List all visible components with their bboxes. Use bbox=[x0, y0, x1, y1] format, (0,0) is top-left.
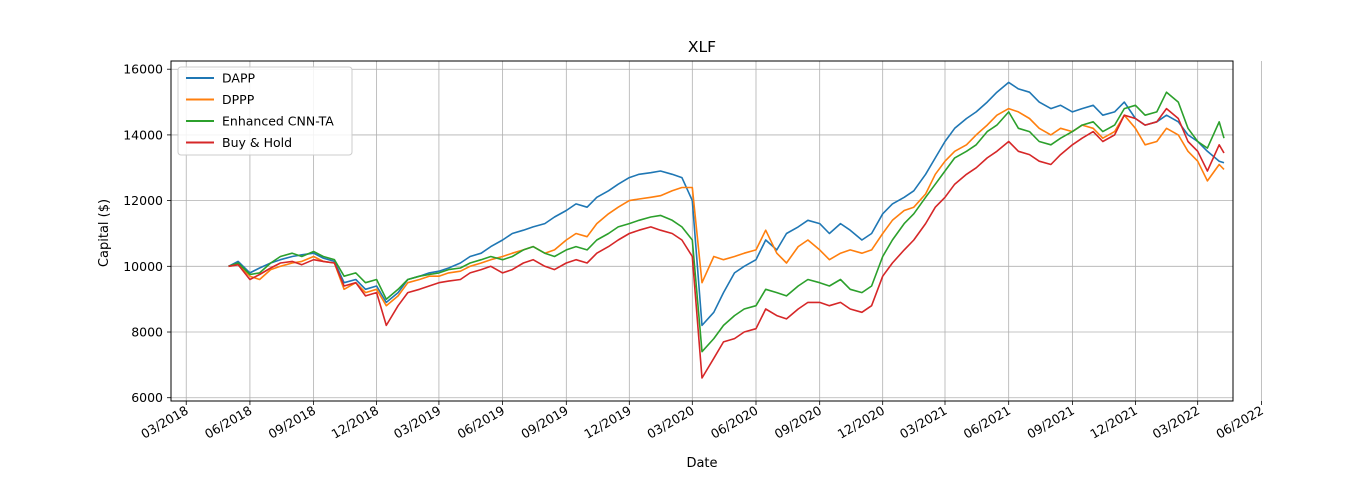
grid bbox=[171, 61, 1262, 401]
x-axis: 03/2018 06/2018 09/2018 12/2018 03/2019 06/20… bbox=[138, 401, 1266, 442]
legend-label-1: DPPP bbox=[222, 92, 255, 107]
plot-lines bbox=[228, 81, 1225, 379]
x-tick-label: 03/2019 bbox=[391, 403, 444, 442]
series-line-0 bbox=[228, 81, 1225, 327]
x-tick-label: 12/2019 bbox=[581, 403, 634, 442]
y-tick-label: 8000 bbox=[131, 325, 163, 340]
legend: DAPP DPPP Enhanced CNN-TA Buy & Hold bbox=[177, 66, 353, 156]
x-tick-label: 03/2022 bbox=[1150, 403, 1202, 442]
y-tick-label: 16000 bbox=[123, 62, 163, 77]
x-tick-label: 09/2019 bbox=[518, 403, 571, 442]
y-tick-label: 10000 bbox=[123, 259, 163, 274]
series-line-1 bbox=[228, 107, 1225, 307]
x-tick-label: 06/2022 bbox=[1213, 403, 1265, 442]
y-tick-label: 6000 bbox=[131, 390, 163, 405]
series-line-2 bbox=[228, 91, 1225, 353]
legend-box bbox=[177, 66, 353, 156]
x-tick-label: 06/2018 bbox=[202, 403, 255, 442]
legend-label-3: Buy & Hold bbox=[222, 135, 292, 150]
x-axis-title: Date bbox=[686, 456, 717, 471]
x-tick-label: 03/2021 bbox=[897, 403, 949, 442]
x-tick-label: 09/2018 bbox=[266, 403, 319, 442]
x-tick-label: 03/2018 bbox=[138, 403, 191, 442]
x-tick-label: 09/2020 bbox=[772, 403, 825, 442]
y-tick-label: 12000 bbox=[123, 193, 163, 208]
y-tick-label: 14000 bbox=[123, 127, 163, 142]
y-axis-title: Capital ($) bbox=[97, 199, 112, 267]
legend-label-2: Enhanced CNN-TA bbox=[222, 114, 334, 129]
x-tick-label: 06/2020 bbox=[708, 403, 761, 442]
legend-label-0: DAPP bbox=[222, 71, 255, 86]
x-tick-label: 06/2021 bbox=[961, 403, 1013, 442]
x-tick-label: 12/2021 bbox=[1087, 403, 1139, 442]
x-tick-label: 03/2020 bbox=[644, 403, 697, 442]
chart-title: XLF bbox=[688, 38, 716, 56]
y-axis: 6000 8000 10000 12000 14000 16000 bbox=[123, 62, 171, 405]
x-tick-label: 06/2019 bbox=[455, 403, 508, 442]
plot-frame bbox=[170, 60, 1234, 402]
x-tick-label: 12/2020 bbox=[835, 403, 888, 442]
series-line-3 bbox=[228, 107, 1225, 379]
x-tick-label: 12/2018 bbox=[329, 403, 382, 442]
x-tick-label: 09/2021 bbox=[1024, 403, 1076, 442]
